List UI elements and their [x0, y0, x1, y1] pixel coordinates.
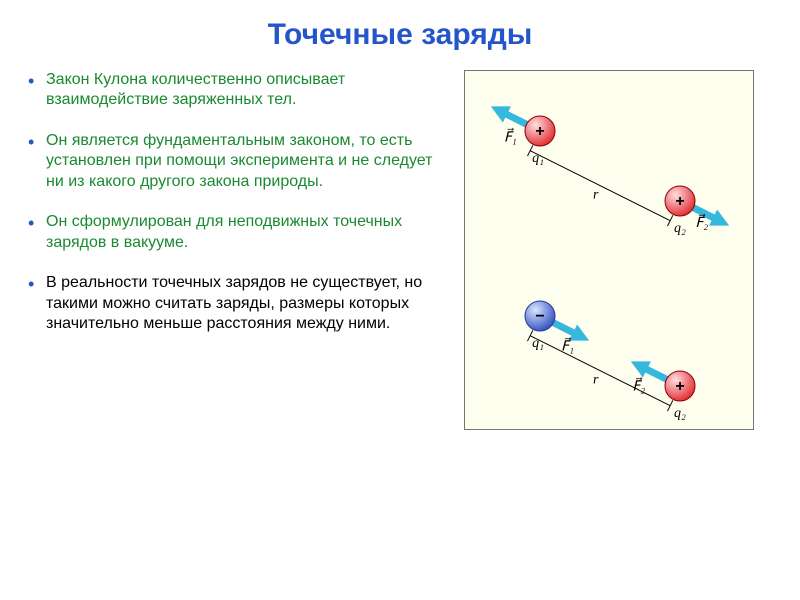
svg-text:F⃗₂: F⃗₂: [695, 214, 708, 232]
bullet-text: В реальности точечных зарядов не существ…: [46, 274, 422, 332]
bullet-item: Закон Кулона количественно описывает вза…: [46, 70, 438, 111]
coulomb-diagram: r + + q₁ q₂ F⃗₁ F⃗₂ r − + q₁ q₂ F⃗₁ F⃗₂: [464, 70, 754, 430]
bullet-list: Закон Кулона количественно описывает вза…: [28, 70, 438, 335]
svg-text:+: +: [675, 193, 684, 210]
svg-text:+: +: [535, 123, 544, 140]
svg-text:r: r: [593, 188, 599, 203]
svg-text:r: r: [593, 373, 599, 388]
bullet-list-container: Закон Кулона количественно описывает вза…: [28, 70, 438, 430]
svg-text:F⃗₂: F⃗₂: [632, 377, 645, 395]
bullet-text: Он сформулирован для неподвижных точечны…: [46, 213, 402, 250]
svg-text:F⃗₁: F⃗₁: [504, 128, 517, 146]
svg-text:q₂: q₂: [674, 406, 686, 421]
bullet-item: Он является фундаментальным законом, то …: [46, 131, 438, 192]
slide-title: Точечные заряды: [28, 18, 772, 52]
svg-text:F⃗₁: F⃗₁: [561, 337, 574, 355]
bullet-item: В реальности точечных зарядов не существ…: [46, 273, 438, 334]
svg-text:+: +: [675, 378, 684, 395]
bullet-text: Закон Кулона количественно описывает вза…: [46, 71, 345, 108]
bullet-item: Он сформулирован для неподвижных точечны…: [46, 212, 438, 253]
svg-text:q₁: q₁: [532, 336, 544, 351]
svg-text:q₂: q₂: [674, 221, 686, 236]
svg-text:q₁: q₁: [532, 151, 544, 166]
svg-text:−: −: [535, 308, 544, 325]
bullet-text: Он является фундаментальным законом, то …: [46, 132, 432, 190]
